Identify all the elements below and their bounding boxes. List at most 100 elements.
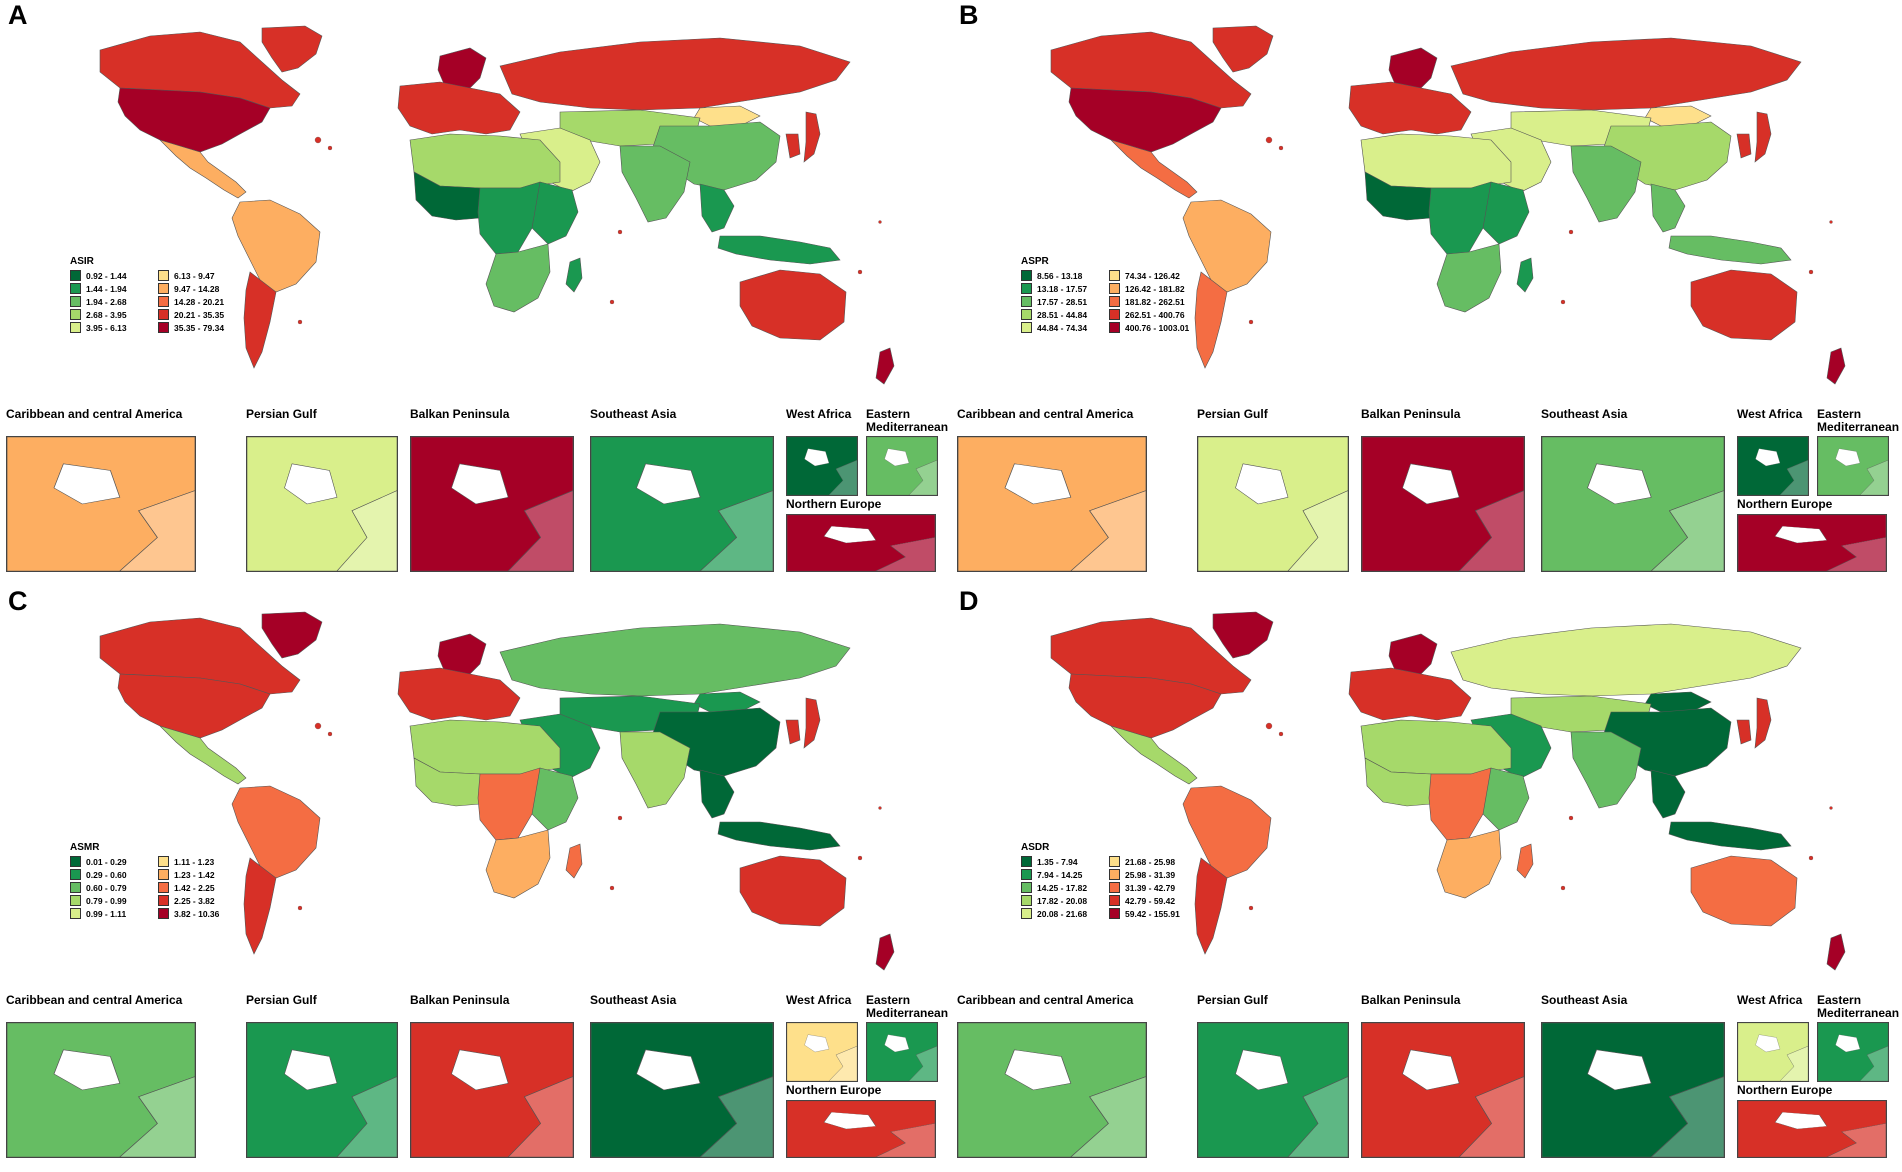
legend-swatch [70,856,81,867]
region-namerica [117,673,271,739]
inset-map-balkan [410,436,574,572]
legend-label: 21.68 - 25.98 [1125,856,1176,867]
region-madagascar [1516,257,1534,293]
legend-item: 3.95 - 6.13 [70,321,158,334]
island-2 [1568,815,1574,821]
region-southasia [619,731,691,809]
legend-label: 8.56 - 13.18 [1037,270,1083,281]
legend-label: 6.13 - 9.47 [174,270,215,281]
legend-swatch [1109,296,1120,307]
legend-label: 400.76 - 1003.01 [1125,322,1190,333]
inset-title-balkan: Balkan Peninsula [410,407,510,421]
region-madagascar [565,257,583,293]
region-namerica [1068,673,1222,739]
region-russia [1450,37,1802,111]
legend-label: 0.60 - 0.79 [86,882,127,893]
legend-swatch [158,296,169,307]
region-japan [1754,111,1772,163]
legend-label: 28.51 - 44.84 [1037,309,1088,320]
legend-swatch [1021,283,1032,294]
island-1 [327,731,333,737]
region-nz [875,347,895,385]
region-korea [785,719,801,745]
region-indonesia [1668,235,1792,265]
legend-swatch [1109,270,1120,281]
inset-map-northeu [786,1100,936,1158]
legend-grid: 0.01 - 0.29 0.29 - 0.60 0.60 - 0.79 0.79 - … [70,855,246,920]
legend-item: 28.51 - 44.84 [1021,308,1109,321]
region-russia [499,37,851,111]
inset-title-northeu: Northern Europe [1737,497,1833,511]
legend-item: 126.42 - 181.82 [1109,282,1197,295]
legend-item: 262.51 - 400.76 [1109,308,1197,321]
region-samerica [1182,199,1272,293]
inset-map-seasia [1541,436,1725,572]
legend-item: 0.99 - 1.11 [70,907,158,920]
island-0 [1265,136,1273,144]
region-seasia [1650,769,1686,819]
legend-label: 25.98 - 31.39 [1125,869,1176,880]
panel-letter: D [959,586,979,616]
region-safrica [1436,829,1502,899]
region-nafrica [1360,719,1512,775]
island-6 [609,299,615,305]
legend-item: 0.29 - 0.60 [70,868,158,881]
inset-map-seasia [1541,1022,1725,1158]
region-camerica [159,725,247,785]
inset-title-caribbean: Caribbean and central America [957,993,1134,1007]
region-indonesia [717,821,841,851]
region-australia [1690,855,1798,927]
island-5 [1829,806,1833,810]
region-namerica [1068,87,1222,153]
legend-label: 0.29 - 0.60 [86,869,127,880]
legend-swatch [158,908,169,919]
legend-label: 0.99 - 1.11 [86,908,127,919]
region-southasia [1570,145,1642,223]
island-5 [878,806,882,810]
region-safrica [485,243,551,313]
legend-label: 7.94 - 14.25 [1037,869,1083,880]
island-4 [1248,319,1254,325]
legend-item: 1.11 - 1.23 [158,855,246,868]
legend-swatch [1109,869,1120,880]
legend-swatch [1021,869,1032,880]
legend-label: 44.84 - 74.34 [1037,322,1088,333]
legend: ASMR 0.01 - 0.29 0.29 - 0.60 0.60 - 0.79 0.7… [70,842,246,920]
region-southasia [1570,731,1642,809]
inset-title-caribbean: Caribbean and central America [957,407,1134,421]
legend-label: 20.08 - 21.68 [1037,908,1088,919]
legend-label: 2.68 - 3.95 [86,309,127,320]
world-map [1050,611,1846,971]
region-samerica [231,199,321,293]
inset-title-northeu: Northern Europe [1737,1083,1833,1097]
legend-swatch [1109,882,1120,893]
legend-swatch [158,882,169,893]
legend-grid: 1.35 - 7.94 7.94 - 14.25 14.25 - 17.82 17.8… [1021,855,1197,920]
island-3 [1808,855,1814,861]
legend-swatch [1021,270,1032,281]
inset-map-caribbean [6,436,196,572]
island-0 [314,722,322,730]
region-seasia [1650,183,1686,233]
region-australia [739,269,847,341]
inset-title-caribbean: Caribbean and central America [6,407,183,421]
region-nz [1826,933,1846,971]
legend-label: 59.42 - 155.91 [1125,908,1180,919]
inset-map-persian [1197,1022,1349,1158]
legend: ASIR 0.92 - 1.44 1.44 - 1.94 1.94 - 2.68 2.6… [70,256,246,334]
island-3 [857,269,863,275]
region-europe [1348,81,1472,135]
inset-title-balkan: Balkan Peninsula [410,993,510,1007]
inset-title-persian: Persian Gulf [246,407,317,421]
world-map [99,25,895,385]
island-2 [617,229,623,235]
world-map [99,611,895,971]
legend-label: 1.94 - 2.68 [86,296,127,307]
world-map [1050,25,1846,385]
island-1 [1278,145,1284,151]
island-0 [1265,722,1273,730]
inset-title-northeu: Northern Europe [786,1083,882,1097]
legend-swatch [70,895,81,906]
inset-title-seasia: Southeast Asia [1541,993,1628,1007]
region-nz [1826,347,1846,385]
